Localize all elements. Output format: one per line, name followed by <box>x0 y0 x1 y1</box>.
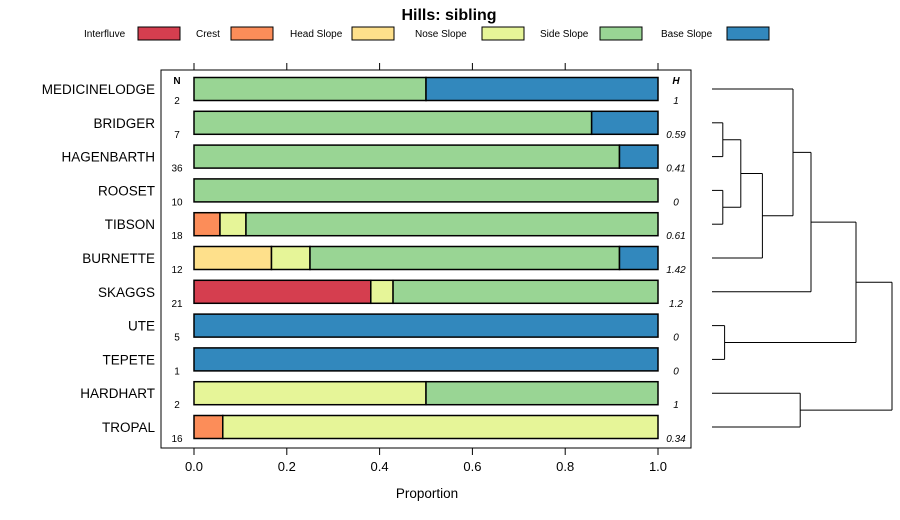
row-h: 0.59 <box>666 130 686 141</box>
row-label: BRIDGER <box>93 116 155 131</box>
row-n: 1 <box>174 366 180 377</box>
bar-segment <box>219 211 247 237</box>
chart-title: Hills: sibling <box>401 7 496 24</box>
row-h: 0 <box>673 333 679 344</box>
panel-frame <box>160 69 692 449</box>
row-label: HARDHART <box>80 386 155 401</box>
bar-segment <box>193 279 372 305</box>
row-label: HAGENBARTH <box>61 150 155 165</box>
legend-swatch <box>599 26 643 41</box>
row-label: TIBSON <box>105 217 155 232</box>
bar-segment <box>193 380 427 406</box>
row-n: 2 <box>174 96 180 107</box>
row-h: 0.41 <box>666 164 685 175</box>
row-n: 7 <box>174 130 180 141</box>
x-tick-label: 1.0 <box>649 459 667 474</box>
n-header: N <box>173 76 180 87</box>
row-h: 1 <box>673 400 679 411</box>
row-n: 16 <box>171 434 183 445</box>
legend: Interfluve Crest Head Slope Nose Slope Side … <box>84 26 770 41</box>
row-n: 21 <box>171 299 183 310</box>
x-tick-label: 0.4 <box>371 459 389 474</box>
row-n: 36 <box>171 164 183 175</box>
row-h: 0 <box>673 197 679 208</box>
legend-swatch <box>481 26 525 41</box>
bar-segment <box>193 211 221 237</box>
legend-swatch <box>137 26 181 41</box>
row-label: TEPETE <box>102 352 155 367</box>
row-label: BURNETTE <box>82 251 155 266</box>
legend-label: Crest <box>196 29 220 40</box>
bar-segment <box>425 380 659 406</box>
bar-segment <box>193 144 621 169</box>
bar-segment <box>245 211 659 237</box>
legend-swatch <box>351 26 395 41</box>
bar-segment <box>618 144 659 169</box>
bar-segment <box>193 313 659 338</box>
bar-segment <box>392 279 659 305</box>
row-h: 0.34 <box>666 434 686 445</box>
row-n: 5 <box>174 333 180 344</box>
x-tick-label: 0.2 <box>278 459 296 474</box>
row-h: 1.42 <box>666 265 686 276</box>
row-label: SKAGGS <box>98 285 155 300</box>
bar-segment <box>370 279 394 305</box>
row-n: 18 <box>171 231 183 242</box>
legend-label: Head Slope <box>290 29 343 40</box>
legend-swatch <box>230 26 274 41</box>
bar-segment <box>193 245 273 271</box>
bar-segment <box>193 110 593 136</box>
x-axis: 0.0 0.2 0.4 0.6 0.8 1.0 <box>185 448 667 474</box>
legend-label: Interfluve <box>84 29 126 40</box>
x-axis-label: Proportion <box>396 486 458 501</box>
bar-segment <box>193 178 659 203</box>
dendrogram <box>712 88 893 428</box>
bar-segment <box>193 76 427 102</box>
row-h: 0.61 <box>666 231 685 242</box>
legend-swatch <box>726 26 770 41</box>
h-header: H <box>672 76 680 87</box>
row-label: MEDICINELODGE <box>42 82 155 97</box>
legend-label: Nose Slope <box>415 29 467 40</box>
bar-segment <box>193 347 659 372</box>
row-label: ROOSET <box>98 183 155 198</box>
legend-label: Side Slope <box>540 29 589 40</box>
x-tick-label: 0.0 <box>185 459 203 474</box>
bar-segment <box>222 414 659 440</box>
bar-segment <box>618 245 659 271</box>
row-n: 12 <box>171 265 183 276</box>
legend-label: Base Slope <box>661 29 713 40</box>
row-label: UTE <box>128 319 155 334</box>
bar-segment <box>270 245 311 271</box>
bar-segment <box>590 110 659 136</box>
row-h: 1 <box>673 96 679 107</box>
row-h: 1.2 <box>669 299 683 310</box>
row-n: 2 <box>174 400 180 411</box>
x-tick-label: 0.8 <box>556 459 574 474</box>
x-tick-label: 0.6 <box>463 459 481 474</box>
row-n: 10 <box>171 197 183 208</box>
bar-segment <box>309 245 621 271</box>
bar-segment <box>425 76 659 102</box>
row-label: TROPAL <box>102 420 156 435</box>
row-h: 0 <box>673 366 679 377</box>
bar-segment <box>193 414 224 440</box>
